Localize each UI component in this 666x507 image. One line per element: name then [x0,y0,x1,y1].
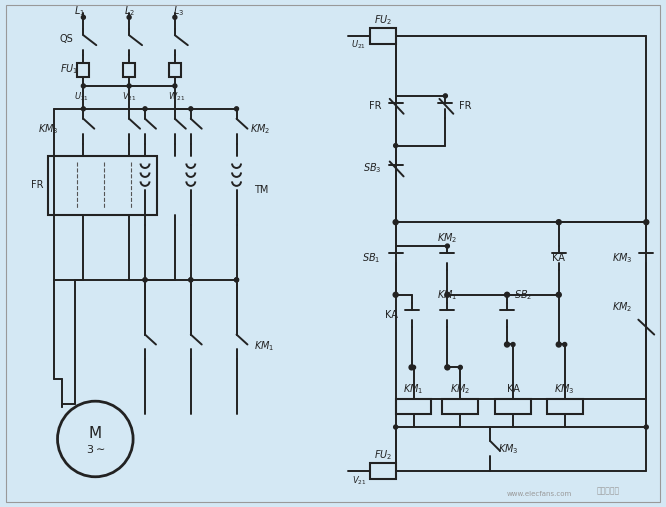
Circle shape [394,425,398,429]
Text: KA: KA [385,310,398,319]
Bar [495,399,531,414]
Circle shape [446,244,450,248]
Text: $KM_1$: $KM_1$ [437,288,458,302]
Circle shape [188,278,192,282]
Circle shape [511,343,515,346]
Circle shape [556,293,561,297]
Bar [442,399,478,414]
Text: TM: TM [254,186,269,195]
Text: $V_{21}$: $V_{21}$ [352,475,366,487]
Text: $3\sim$: $3\sim$ [86,443,105,455]
Bar [547,399,583,414]
Text: QS: QS [59,34,73,44]
Circle shape [188,278,192,282]
Circle shape [458,366,462,370]
Circle shape [127,84,131,88]
Bar [77,63,89,77]
Bar [47,156,157,215]
Circle shape [393,220,398,225]
Text: $KM_1$: $KM_1$ [254,340,275,353]
Circle shape [445,293,450,297]
Text: $KM_3$: $KM_3$ [498,442,519,456]
Bar [370,463,396,479]
Text: $L_3$: $L_3$ [173,5,184,18]
Text: FR: FR [369,101,382,111]
Text: $KM_2$: $KM_2$ [450,382,470,396]
Text: $U_{21}$: $U_{21}$ [352,39,366,51]
Circle shape [143,107,147,111]
Text: $W_{21}$: $W_{21}$ [168,91,185,103]
Text: FR: FR [31,180,43,190]
Text: $FU_2$: $FU_2$ [374,448,392,462]
Circle shape [143,278,147,282]
Circle shape [394,143,398,148]
Circle shape [188,107,192,111]
Text: FR: FR [460,101,472,111]
Text: $V_{21}$: $V_{21}$ [122,91,137,103]
Text: $KM_1$: $KM_1$ [404,382,424,396]
Text: $KM_3$: $KM_3$ [554,382,575,396]
Circle shape [393,293,398,297]
Text: KA: KA [507,384,519,394]
Circle shape [444,94,448,98]
Circle shape [409,365,414,370]
Circle shape [81,107,85,111]
Circle shape [563,343,567,346]
Circle shape [127,15,131,19]
Text: $U_{21}$: $U_{21}$ [74,91,89,103]
Circle shape [505,293,509,297]
Text: M: M [89,425,102,441]
Text: $L_2$: $L_2$ [124,5,135,18]
Text: $SB_3$: $SB_3$ [363,162,382,175]
Text: $KM_3$: $KM_3$ [37,122,58,135]
Circle shape [234,278,238,282]
Circle shape [505,342,509,347]
Circle shape [234,278,238,282]
Text: $L_1$: $L_1$ [74,5,85,18]
Circle shape [556,342,561,347]
Circle shape [412,366,416,370]
Text: $KM_3$: $KM_3$ [612,251,632,265]
Circle shape [173,15,177,19]
Text: $FU_2$: $FU_2$ [374,13,392,27]
Circle shape [81,15,85,19]
Circle shape [644,425,648,429]
Circle shape [445,365,450,370]
Text: $KM_2$: $KM_2$ [612,300,632,314]
Circle shape [644,220,649,225]
Bar [370,28,396,44]
Circle shape [81,84,85,88]
Text: $FU_1$: $FU_1$ [59,62,78,76]
Bar [123,63,135,77]
Circle shape [143,278,147,282]
Text: $SB_1$: $SB_1$ [362,251,381,265]
Bar [169,63,181,77]
Circle shape [234,107,238,111]
Text: $SB_2$: $SB_2$ [513,288,532,302]
Circle shape [556,220,561,225]
Text: 电子发烧友: 电子发烧友 [597,486,620,495]
Text: www.elecfans.com: www.elecfans.com [506,491,571,497]
Circle shape [173,84,177,88]
Text: KA: KA [552,253,565,263]
Circle shape [446,366,450,370]
Text: $KM_2$: $KM_2$ [437,231,458,245]
Text: $KM_2$: $KM_2$ [250,122,271,135]
Bar [396,399,432,414]
